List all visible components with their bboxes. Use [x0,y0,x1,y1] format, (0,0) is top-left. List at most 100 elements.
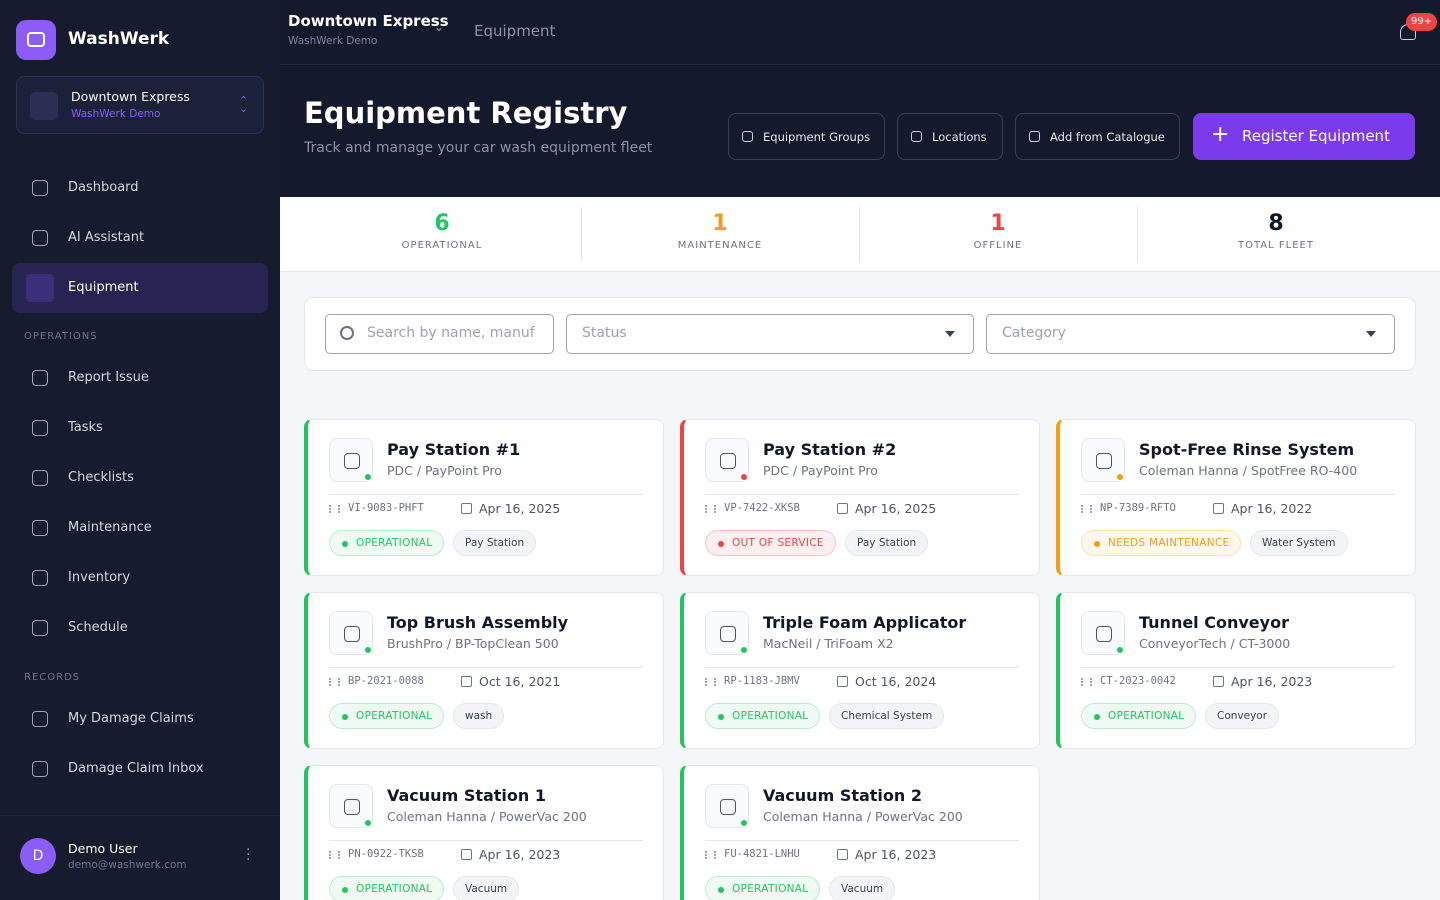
equipment-model: Coleman Hanna / SpotFree RO-400 [1139,463,1358,478]
nav-item[interactable]: Dashboard [12,163,268,213]
date: Apr 16, 2022 [1231,501,1313,516]
nav-item[interactable]: Equipment [12,263,268,313]
icon-glyph [1096,453,1112,469]
page-title: Equipment Registry [304,96,628,130]
stat-divider [859,207,860,262]
serial: NP-7389-RFTO [1100,502,1176,514]
equipment-card[interactable]: Vacuum Station 1 Coleman Hanna / PowerVac… [304,765,664,900]
outline-button[interactable]: Locations [897,113,1003,160]
divider [329,494,643,495]
nav-label: Maintenance [68,520,152,535]
button-label: Equipment Groups [763,130,871,144]
nav-item[interactable]: AI Assistant [12,213,268,263]
icon-glyph [1096,626,1112,642]
outline-button[interactable]: Equipment Groups [728,113,885,160]
user-footer: D Demo User demo@washwerk.com... [0,815,280,900]
equipment-card[interactable]: Pay Station #2 PDC / PayPoint Pro VP-7422-… [680,419,1040,576]
button-label: Add from Catalogue [1050,130,1165,144]
status-pill: OPERATIONAL [329,876,445,900]
status-dot [740,646,748,654]
outline-button[interactable]: Add from Catalogue [1015,113,1180,160]
calendar-icon [461,503,472,514]
page-subtitle: Track and manage your car wash equipment… [304,140,653,156]
barcode-icon [1081,505,1092,513]
status-pill: OUT OF SERVICE [705,530,836,556]
search-input[interactable]: Search by name, manuf [325,314,554,354]
status-pill: NEEDS MAINTENANCE [1081,530,1242,556]
equipment-model: Coleman Hanna / PowerVac 200 [763,809,963,824]
equipment-name: Pay Station #2 [763,440,897,459]
location-switcher[interactable]: Downtown Express WashWerk Demo ⌃ ⌄ [16,76,264,134]
calendar-icon [461,849,472,860]
nav-item[interactable]: My Damage Claims [12,694,268,744]
plus-icon: + [1211,122,1230,147]
calendar-icon [837,503,848,514]
pill-dot [342,887,348,893]
equipment-model: MacNeil / TriFoam X2 [763,636,894,651]
category-pill: Chemical System [829,703,945,729]
select[interactable]: Status [566,314,974,354]
category-pill: Conveyor [1205,703,1280,729]
date: Apr 16, 2023 [855,847,937,862]
location-icon [30,92,58,120]
button-label: Locations [932,130,987,144]
status-dot [740,819,748,827]
nav-item[interactable]: Report Issue [12,353,268,403]
user-email: demo@washwerk.com [68,859,187,871]
equipment-card[interactable]: Vacuum Station 2 Coleman Hanna / PowerVac… [680,765,1040,900]
nav-item[interactable]: Inventory [12,553,268,603]
equipment-card[interactable]: Top Brush Assembly BrushPro / BP-TopClean… [304,592,664,749]
nav-label: AI Assistant [68,230,145,245]
status-dot [364,819,372,827]
category-pill: wash [453,703,505,729]
equipment-name: Spot-Free Rinse System [1139,440,1355,459]
serial: VI-9083-PHFT [348,502,424,514]
nav-icon [32,370,48,386]
top-chevron[interactable]: ⌄ [434,20,445,34]
equipment-card[interactable]: Triple Foam Applicator MacNeil / TriFoam … [680,592,1040,749]
calendar-icon [1213,503,1224,514]
calendar-icon [837,849,848,860]
select[interactable]: Category [986,314,1395,354]
nav-item[interactable]: Maintenance [12,503,268,553]
nav-item[interactable]: Damage Claim Inbox [12,744,268,794]
nav-icon [32,620,48,636]
date: Apr 16, 2023 [1231,674,1313,689]
pill-dot [342,714,348,720]
equipment-name: Top Brush Assembly [387,613,569,632]
barcode-icon [329,851,340,859]
equipment-icon [1081,611,1125,655]
calendar-icon [837,676,848,687]
serial: PN-0922-TKSB [348,848,424,860]
status-dot [364,646,372,654]
category-pill: Pay Station [845,530,929,556]
chevrons: ⌃ ⌄ [239,94,249,115]
date: Apr 16, 2025 [855,501,937,516]
calendar-icon [461,676,472,687]
status-dot [740,473,748,481]
pill-dot [1094,541,1100,547]
equipment-card[interactable]: Tunnel Conveyor ConveyorTech / CT-3000 CT-… [1056,592,1416,749]
nav-item[interactable]: Checklists [12,453,268,503]
equipment-icon [1081,438,1125,482]
barcode-icon [705,851,716,859]
stat-value: 6 [434,211,450,236]
equipment-icon [705,611,749,655]
equipment-model: BrushPro / BP-TopClean 500 [387,636,559,651]
primary-button[interactable]: + Register Equipment [1193,113,1415,160]
nav-item[interactable]: Schedule [12,603,268,653]
calendar-icon [1213,676,1224,687]
nav-item[interactable]: Tasks [12,403,268,453]
serial: CT-2023-0042 [1100,675,1176,687]
button-icon [742,131,753,142]
serial: BP-2021-0088 [348,675,424,687]
nav-label: Tasks [68,420,103,435]
equipment-card[interactable]: Pay Station #1 PDC / PayPoint Pro VI-9083-… [304,419,664,576]
stat-value: 1 [990,211,1006,236]
icon-glyph [720,799,736,815]
top-location: Downtown Express [288,12,449,30]
divider [705,840,1019,841]
equipment-card[interactable]: Spot-Free Rinse System Coleman Hanna / Sp… [1056,419,1416,576]
user-menu[interactable]: ... [246,838,251,864]
